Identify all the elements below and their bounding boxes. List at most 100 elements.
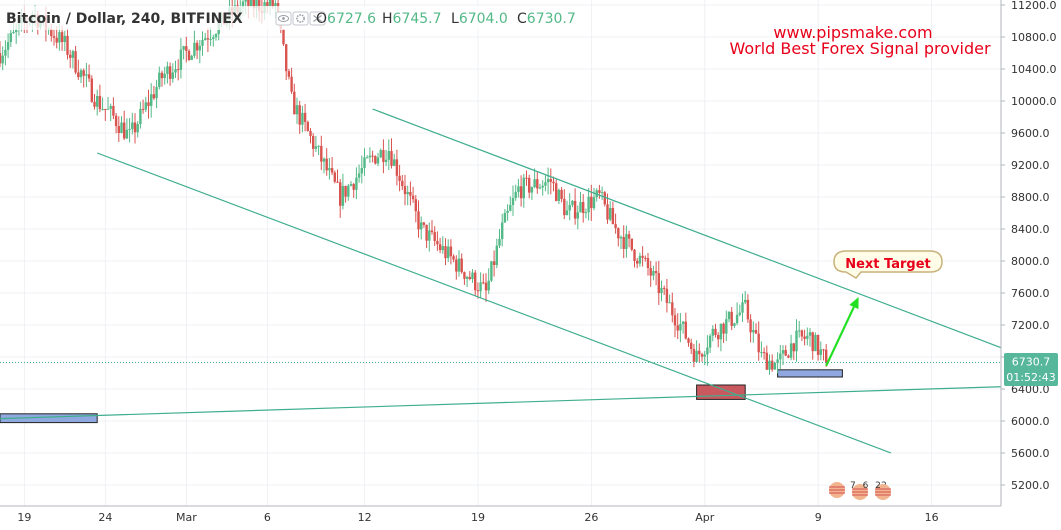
candle-body [617, 228, 620, 239]
candle-body [679, 324, 682, 331]
time-tick-label: Apr [695, 511, 715, 524]
candle-body [174, 69, 177, 73]
candle-body [711, 328, 714, 336]
price-tick-label: 5200.0 [1011, 479, 1050, 492]
candle-body [819, 349, 822, 355]
close-icon[interactable] [309, 11, 326, 26]
candle-body [444, 246, 447, 259]
candle-body [644, 257, 647, 259]
candle-body [703, 354, 706, 357]
candle-body [314, 146, 318, 149]
candle-body [193, 42, 196, 56]
candle-body [690, 342, 693, 350]
candle-body [77, 72, 80, 78]
time-axis-ticks: 1924Mar6121926Apr9162 [17, 481, 938, 524]
candle-body [109, 106, 112, 109]
candle-body [592, 197, 596, 209]
candle-body [339, 182, 342, 206]
candle-body [96, 95, 99, 107]
candle-body [349, 184, 353, 186]
candle-body [646, 258, 650, 269]
time-tick-label: Mar [176, 511, 197, 524]
candle-body [779, 353, 782, 360]
price-tick-label: 6400.0 [1011, 383, 1050, 396]
eye-icon[interactable] [275, 11, 292, 26]
candle-body [298, 105, 301, 125]
candle-body [376, 157, 380, 164]
settings-icon[interactable] [292, 11, 309, 26]
candle-body [87, 74, 91, 79]
candle-body [328, 168, 331, 171]
candle-body [614, 224, 617, 229]
candle-body [471, 272, 474, 280]
candle-body [787, 355, 790, 358]
candle-body [414, 199, 417, 212]
candle-body [730, 311, 733, 326]
candle-body [131, 122, 134, 130]
candle-body [106, 108, 110, 110]
candle-body [301, 112, 304, 125]
candle-body [627, 234, 631, 239]
candle-body [266, 2, 269, 7]
candle-body [525, 177, 528, 179]
candle-body [268, 0, 272, 7]
time-tick-label: 9 [815, 511, 822, 524]
candle-body [636, 260, 639, 264]
candle-body [522, 177, 525, 199]
red-zone[interactable] [696, 384, 746, 400]
candle-body [303, 112, 307, 122]
candle-body [641, 255, 644, 258]
blue-zone[interactable] [0, 413, 98, 424]
watermark-tagline: World Best Forex Signal provider [729, 39, 991, 58]
lower-channel-line[interactable] [96, 152, 892, 454]
candle-body [735, 314, 739, 324]
candle-body [479, 282, 482, 292]
candle-body [722, 323, 725, 334]
candle-body [754, 330, 758, 334]
candle-body [744, 299, 747, 303]
candle-body [287, 71, 291, 77]
candle-body [487, 280, 490, 291]
candle-body [668, 302, 671, 304]
candle-body [104, 108, 107, 110]
watermark-url: www.pipsmake.com [773, 23, 932, 42]
trendlines-layer[interactable] [0, 108, 1005, 454]
candle-body [90, 78, 93, 102]
candle-body [255, 0, 258, 9]
candle-body [784, 350, 787, 356]
candle-body [209, 38, 212, 40]
candle-body [285, 44, 288, 72]
candle-body [322, 158, 326, 162]
candle-body [4, 49, 7, 56]
ohlc-open: O6727.6 [316, 11, 376, 27]
candle-body [282, 29, 285, 45]
candle-body [803, 336, 806, 339]
flag-icon [875, 484, 891, 500]
candle-body [463, 272, 466, 279]
candle-body [295, 105, 299, 115]
candle-body [352, 184, 355, 190]
candle-body [671, 302, 674, 316]
candle-body [768, 360, 771, 370]
time-axis[interactable] [0, 506, 1061, 526]
candle-body [411, 195, 415, 200]
candle-body [320, 145, 323, 162]
candle-body [198, 45, 201, 51]
upper-channel-line[interactable] [372, 108, 1002, 349]
target-arrow[interactable] [825, 306, 855, 367]
candle-body [630, 238, 633, 250]
price-tick-label: 10400.0 [1011, 63, 1057, 76]
candle-body [476, 290, 480, 292]
symbol-title[interactable]: Bitcoin / Dollar, 240, BITFINEX [6, 11, 243, 27]
support-line[interactable] [0, 386, 1005, 420]
candle-body [336, 181, 339, 183]
candle-body [357, 173, 361, 178]
blue-zone[interactable] [777, 369, 843, 378]
price-tick-label: 8800.0 [1011, 191, 1050, 204]
price-axis[interactable] [1001, 0, 1061, 526]
next-target-callout[interactable]: Next Target [833, 250, 943, 279]
candle-body [546, 179, 550, 183]
candle-body [128, 129, 131, 131]
candle-body [190, 55, 193, 60]
